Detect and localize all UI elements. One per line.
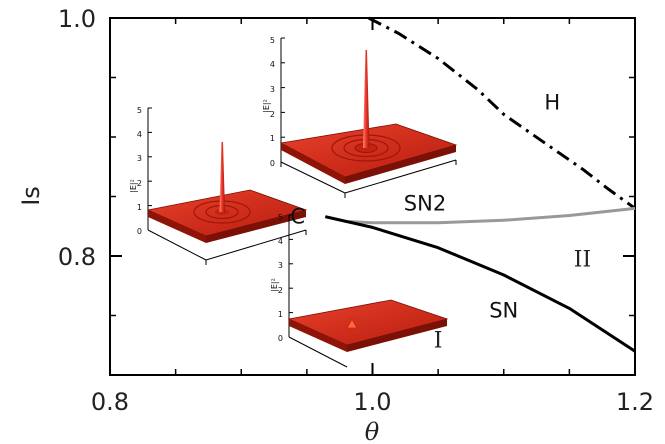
inset-surface-plot: 5 4 3 2 1 0 |E|² — [262, 36, 458, 198]
inset-z-tick: 3 — [270, 85, 275, 94]
inset-surface-side — [206, 210, 306, 243]
inset-surface-side — [281, 143, 345, 184]
label-region-i: I — [434, 328, 443, 353]
label-sn: SN — [489, 299, 518, 323]
inset-peak — [363, 50, 370, 148]
inset-z-tick: 5 — [270, 36, 275, 45]
inset-surface — [287, 299, 449, 346]
x-tick-label: 1.0 — [353, 388, 391, 416]
inset-z-tick: 4 — [270, 60, 275, 69]
inset-z-label: |E|² — [270, 278, 279, 292]
inset-z-tick: 2 — [270, 110, 275, 119]
inset-z-tick: 0 — [270, 159, 275, 168]
inset-z-axis — [280, 37, 457, 198]
inset-z-axis — [288, 214, 348, 368]
x-tick-labels: 0.8 1.0 1.2 — [91, 388, 654, 416]
y-tick-label: 1.0 — [58, 5, 96, 33]
inset-z-tick: 2 — [137, 179, 142, 188]
inset-surface-side — [345, 145, 456, 184]
inset-z-label: |E|² — [129, 179, 138, 193]
inset-z-tick: 1 — [278, 310, 283, 319]
inset-z-label: |E|² — [262, 99, 271, 113]
inset-surface-plot: 5 4 3 2 1 0 |E|² — [270, 213, 449, 368]
series-layer — [324, 16, 636, 353]
axis-ticks — [109, 17, 636, 375]
inset-z-tick: 3 — [278, 261, 283, 270]
series-sn2 — [324, 206, 636, 225]
inset-surface-side — [289, 319, 347, 352]
inset-z-tick: 0 — [278, 334, 283, 343]
inset-z-tick: 5 — [137, 106, 142, 115]
inset-surface-side — [347, 319, 447, 352]
label-h: H — [544, 90, 560, 114]
y-tick-label: 0.8 — [58, 243, 96, 271]
series-h — [367, 16, 636, 210]
x-axis-title: θ — [365, 418, 380, 444]
label-sn2: SN2 — [404, 191, 446, 215]
inset-z-tick: 4 — [278, 237, 283, 246]
annotation-layer: H SN2 SN C I II — [290, 90, 591, 353]
inset-z-tick: 0 — [137, 227, 142, 236]
inset-z-tick: 2 — [278, 286, 283, 295]
inset-z-tick: 5 — [278, 213, 283, 222]
inset-z-tick: 3 — [137, 154, 142, 163]
inset-surface-plot: 5 4 3 2 1 0 |E|² — [129, 106, 308, 265]
inset-z-tick: 4 — [137, 130, 142, 139]
series-sn — [324, 215, 636, 353]
x-tick-label: 0.8 — [91, 388, 129, 416]
label-c: C — [290, 205, 305, 229]
y-axis-title: Is — [17, 186, 45, 206]
inset-z-tick: 1 — [270, 134, 275, 143]
y-tick-labels: 0.8 1.0 — [58, 5, 96, 271]
inset-z-tick: 1 — [137, 203, 142, 212]
inset-surface-side — [148, 210, 206, 243]
label-region-ii: II — [574, 247, 591, 272]
inset-peak — [219, 142, 225, 212]
x-tick-label: 1.2 — [616, 388, 654, 416]
inset-peak — [346, 318, 358, 329]
